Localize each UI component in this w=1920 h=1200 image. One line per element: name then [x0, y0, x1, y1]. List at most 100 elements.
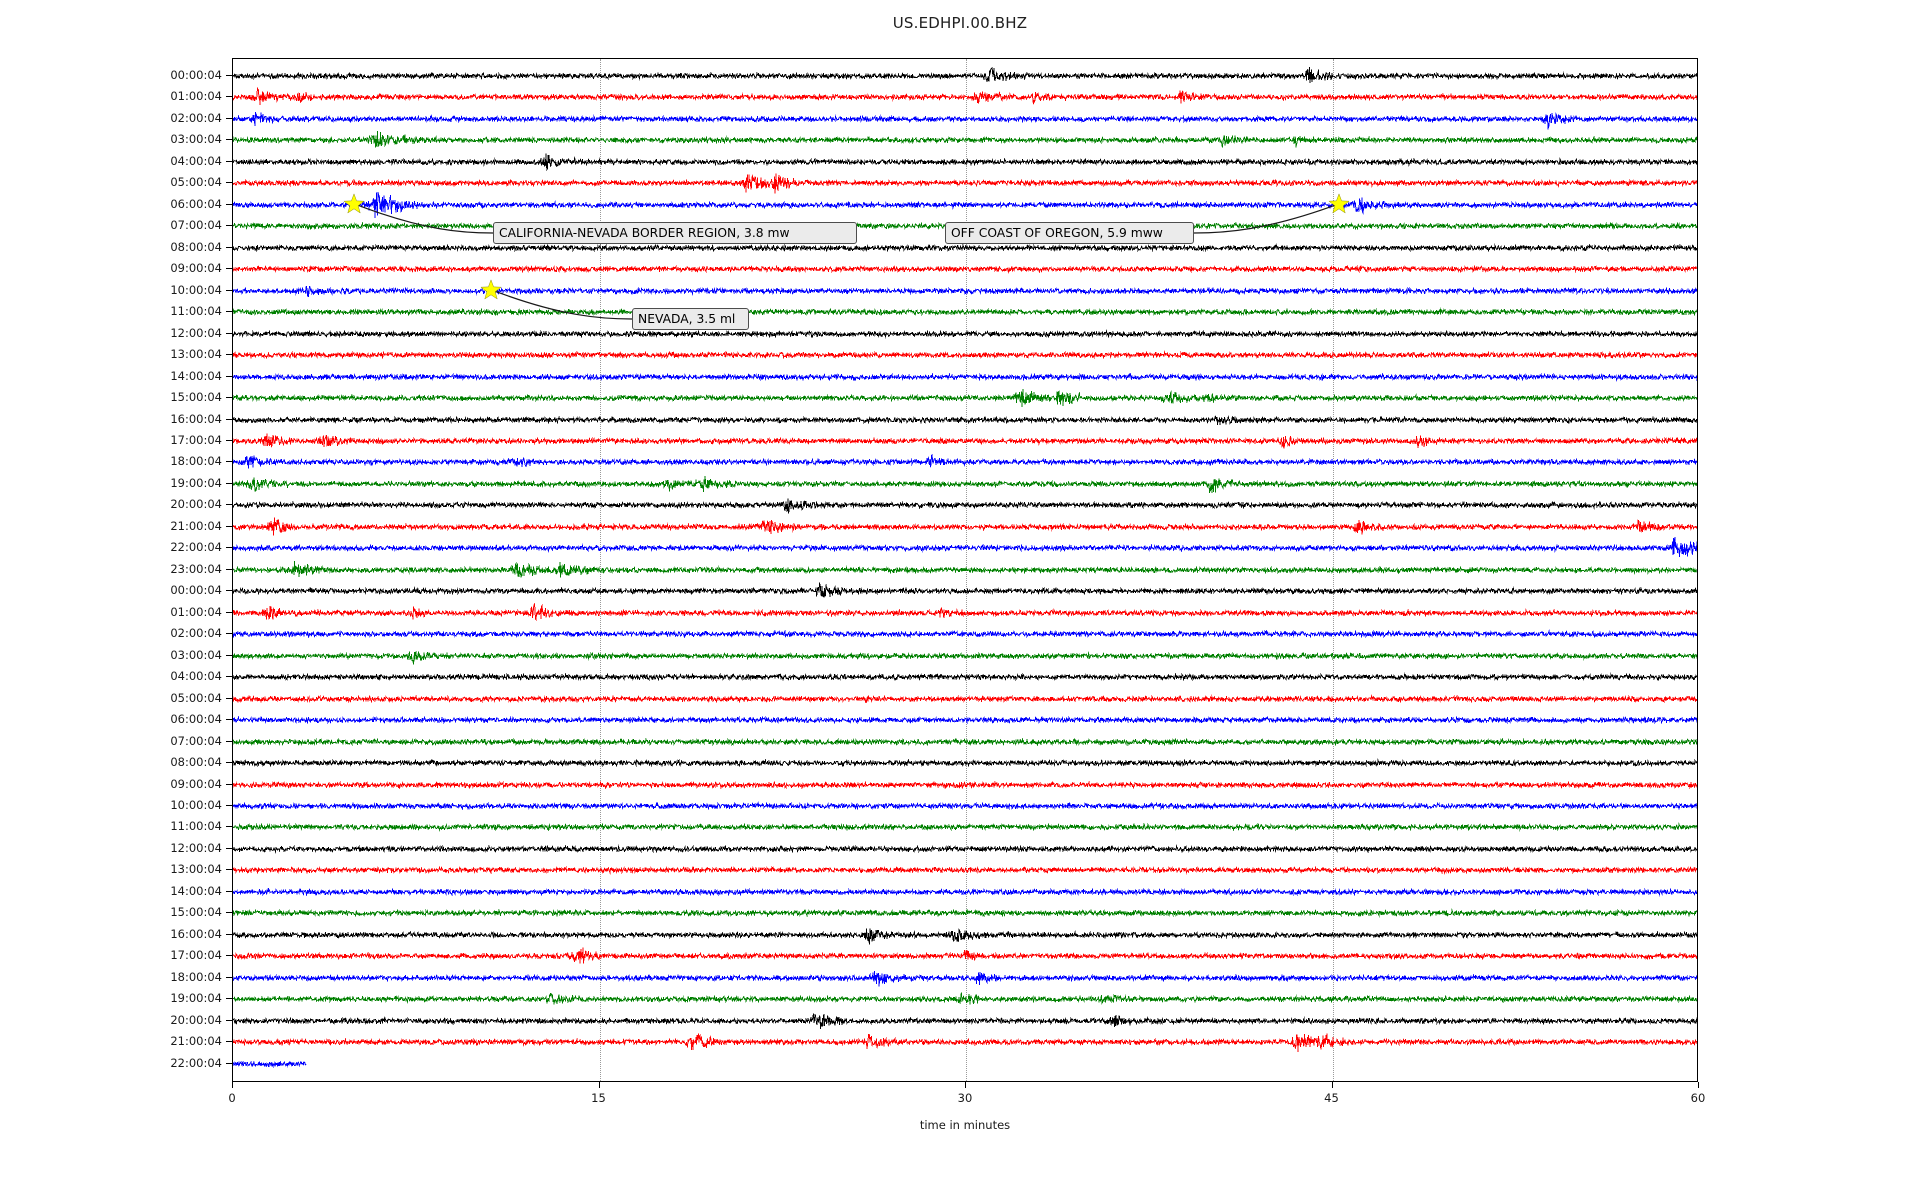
x-tick-mark [598, 1082, 600, 1088]
y-tick-label: 03:00:04 [170, 132, 222, 147]
y-tick-label: 02:00:04 [170, 110, 222, 125]
y-tick-label: 09:00:04 [170, 776, 222, 791]
y-tick-label: 11:00:04 [170, 304, 222, 319]
y-tick-label: 02:00:04 [170, 626, 222, 641]
y-tick-mark [226, 826, 233, 828]
y-tick-label: 22:00:04 [170, 540, 222, 555]
y-tick-mark [226, 96, 233, 98]
x-tick-label: 60 [1690, 1091, 1706, 1105]
y-tick-mark [226, 525, 233, 527]
y-tick-mark [226, 611, 233, 613]
y-tick-mark [226, 311, 233, 313]
y-tick-mark [226, 354, 233, 356]
y-tick-mark [226, 568, 233, 570]
y-tick-mark [226, 332, 233, 334]
y-tick-mark [226, 482, 233, 484]
y-tick-label: 14:00:04 [170, 883, 222, 898]
y-tick-label: 19:00:04 [170, 475, 222, 490]
y-tick-label: 08:00:04 [170, 239, 222, 254]
y-tick-mark [226, 203, 233, 205]
y-tick-mark [226, 225, 233, 227]
y-tick-mark [226, 418, 233, 420]
y-tick-mark [226, 719, 233, 721]
y-tick-label: 17:00:04 [170, 948, 222, 963]
y-tick-label: 01:00:04 [170, 604, 222, 619]
gridline-15min [599, 59, 601, 1081]
y-tick-mark [226, 998, 233, 1000]
x-tick-mark [1331, 1082, 1333, 1088]
y-tick-label: 01:00:04 [170, 89, 222, 104]
y-tick-mark [226, 1041, 233, 1043]
x-tick-mark [232, 1082, 233, 1088]
y-tick-mark [226, 1019, 233, 1021]
page-title: US.EDHPI.00.BHZ [892, 14, 1028, 32]
y-tick-label: 21:00:04 [170, 518, 222, 533]
y-tick-label: 09:00:04 [170, 261, 222, 276]
gridline-30min [966, 59, 967, 1081]
y-tick-mark [226, 676, 233, 678]
y-tick-mark [226, 547, 233, 549]
event-nevada-label[interactable]: NEVADA, 3.5 ml [632, 308, 749, 330]
y-tick-label: 04:00:04 [170, 669, 222, 684]
x-tick-mark [1698, 1082, 1699, 1088]
y-tick-label: 21:00:04 [170, 1034, 222, 1049]
x-tick-label: 45 [1324, 1091, 1339, 1105]
y-tick-label: 08:00:04 [170, 755, 222, 770]
y-tick-mark [226, 654, 233, 656]
y-tick-label: 07:00:04 [170, 733, 222, 748]
y-tick-mark [226, 955, 233, 957]
y-tick-label: 15:00:04 [170, 905, 222, 920]
y-tick-label: 04:00:04 [170, 153, 222, 168]
y-tick-label: 18:00:04 [170, 454, 222, 469]
y-tick-mark [226, 289, 233, 291]
y-tick-mark [226, 268, 233, 270]
y-tick-label: 14:00:04 [170, 368, 222, 383]
y-tick-label: 12:00:04 [170, 325, 222, 340]
y-tick-label: 00:00:04 [170, 68, 222, 82]
y-tick-label: 00:00:04 [170, 583, 222, 598]
y-tick-label: 19:00:04 [170, 991, 222, 1006]
y-tick-mark [226, 461, 233, 463]
event-oregon-label[interactable]: OFF COAST OF OREGON, 5.9 mww [945, 222, 1194, 244]
y-tick-mark [226, 182, 233, 184]
y-tick-label: 13:00:04 [170, 347, 222, 362]
y-tick-label: 15:00:04 [170, 390, 222, 405]
y-tick-mark [226, 397, 233, 399]
x-tick-label: 30 [957, 1091, 973, 1105]
x-axis-label: time in minutes [919, 1118, 1011, 1132]
y-tick-mark [226, 697, 233, 699]
y-tick-label: 20:00:04 [170, 1012, 222, 1027]
event-star-icon [480, 278, 502, 301]
y-tick-mark [226, 740, 233, 742]
y-tick-label: 13:00:04 [170, 862, 222, 877]
event-star-icon [1328, 193, 1350, 215]
x-tick-label: 0 [228, 1091, 236, 1105]
y-tick-mark [226, 160, 233, 162]
y-tick-mark [226, 783, 233, 785]
y-tick-label: 05:00:04 [170, 175, 222, 190]
y-tick-mark [226, 762, 233, 764]
y-tick-mark [226, 1062, 233, 1064]
y-tick-mark [226, 439, 233, 441]
y-tick-mark [226, 504, 233, 506]
y-tick-mark [226, 869, 233, 871]
y-tick-label: 10:00:04 [170, 282, 222, 297]
y-tick-label: 06:00:04 [170, 712, 222, 727]
x-tick-mark [965, 1082, 966, 1088]
plot-area [232, 58, 1698, 1082]
y-tick-label: 06:00:04 [170, 196, 222, 211]
y-tick-label: 03:00:04 [170, 647, 222, 662]
y-tick-mark [226, 375, 233, 377]
event-ca-nv-label[interactable]: CALIFORNIA-NEVADA BORDER REGION, 3.8 mw [493, 222, 857, 244]
y-tick-label: 18:00:04 [170, 969, 222, 984]
y-tick-mark [226, 804, 233, 806]
y-tick-mark [226, 246, 233, 248]
y-tick-mark [226, 590, 233, 592]
trace-row [233, 1051, 307, 1068]
y-tick-label: 05:00:04 [170, 690, 222, 705]
y-tick-label: 12:00:04 [170, 840, 222, 855]
y-tick-label: 16:00:04 [170, 926, 222, 941]
y-tick-mark [226, 933, 233, 935]
y-tick-mark [226, 890, 233, 892]
